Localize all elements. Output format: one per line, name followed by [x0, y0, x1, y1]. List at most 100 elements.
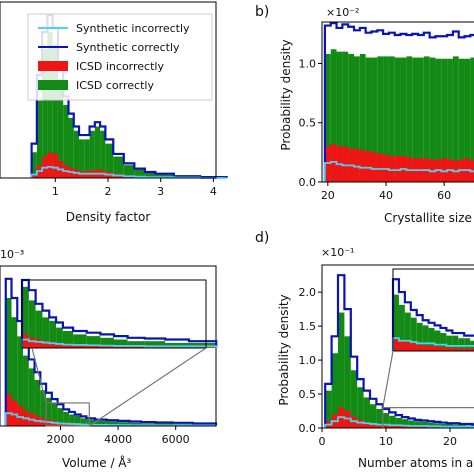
panel-b-x-tick-label: 20 — [321, 189, 335, 202]
panel-d-bar-icsd-incorrectly — [370, 423, 377, 428]
panel-c-inset-bar-icsd-incorrectly — [86, 345, 101, 348]
panel-d-inset-border — [392, 268, 474, 352]
panel-d-bar-icsd-correctly — [370, 404, 377, 428]
panel-c-inset-bar-icsd-incorrectly — [42, 341, 50, 348]
panel-c-zoom-connector — [88, 347, 207, 427]
panel-b-bar-icsd-correctly — [441, 58, 448, 183]
panel-d-bar-icsd-incorrectly — [350, 416, 358, 428]
panel-a-bar-icsd-correctly — [100, 130, 106, 178]
panel-c-bar-icsd-correctly — [23, 355, 29, 426]
panel-c-zoom-connector — [31, 347, 47, 404]
panel-a-x-tick-label: 2 — [105, 185, 112, 198]
panel-a-bar-icsd-correctly — [63, 105, 69, 178]
panel-c-bar-icsd-correctly — [17, 336, 24, 426]
panel-b-x-tick-label: 40 — [379, 189, 393, 202]
panel-a-x-tick-label: 1 — [52, 185, 59, 198]
panel-d-inset-bar-icsd-incorrectly — [398, 340, 405, 351]
panel-c-inset-bar-icsd-correctly — [28, 300, 36, 348]
panel-b-bar-icsd-incorrectly — [342, 146, 349, 182]
panel-c-inset-bar-icsd-correctly — [86, 336, 101, 348]
panel-d-inset-bar-icsd-correctly — [416, 322, 423, 351]
panel-b-bar-icsd-correctly — [336, 51, 343, 182]
panel-d-bar-icsd-correctly — [357, 387, 364, 428]
panel-d: d) ×10⁻¹ Probability density 0 10 20 0.0 0.5… — [255, 230, 474, 470]
legend-label: ICSD correctly — [76, 79, 154, 92]
panel-b-bar-icsd-correctly — [388, 56, 395, 182]
panel-b-bar-icsd-incorrectly — [371, 152, 378, 182]
panel-d-bar-icsd-incorrectly — [408, 426, 415, 428]
panel-b-bar-icsd-correctly — [348, 54, 354, 182]
panel-b-bar-icsd-correctly — [324, 54, 331, 182]
panel-a-bar-icsd-correctly — [134, 169, 145, 178]
panel-d-bar-icsd-correctly — [402, 419, 409, 428]
panel-d-inset-bar-icsd-incorrectly — [440, 347, 447, 351]
panel-d-x-tick-label: 0 — [319, 435, 326, 448]
panel-d-bar-icsd-incorrectly — [382, 424, 390, 428]
panel-d-bar-icsd-incorrectly — [357, 419, 364, 428]
panel-c-inset-bar-icsd-correctly — [56, 327, 63, 348]
panel-c-bar-icsd-correctly — [86, 419, 96, 426]
panel-c-bar-icsd-incorrectly — [11, 400, 18, 426]
panel-d-inset-bar-icsd-correctly — [393, 294, 399, 351]
panel-c-inset-bar-icsd-correctly — [114, 339, 128, 348]
panel-d-bar-icsd-incorrectly — [402, 425, 409, 428]
panel-d-inset-bar-icsd-correctly — [446, 335, 453, 351]
panel-d-inset-bar-icsd-incorrectly — [464, 348, 471, 351]
panel-a: 1 2 3 4 Density factor Synthetic incorrectl… — [0, 1, 228, 224]
panel-c-bar-icsd-correctly — [40, 390, 47, 426]
panel-b-bar-icsd-incorrectly — [388, 155, 395, 182]
panel-d-bar-icsd-incorrectly — [395, 425, 402, 428]
panel-c-bar-icsd-incorrectly — [17, 405, 24, 426]
panel-d-bar-icsd-correctly — [338, 312, 345, 428]
panel-d-bar-icsd-correctly — [427, 422, 434, 428]
panel-d-step-synthetic-incorrectly — [324, 416, 474, 428]
panel-a-bar-icsd-incorrectly — [31, 173, 37, 178]
panel-c: 10⁻³ 2000 4000 6000 Volume / Å³ — [0, 248, 218, 470]
panel-c-inset-step-synthetic-incorrectly — [21, 338, 218, 348]
legend-swatch-icsd-correctly — [38, 80, 68, 90]
panel-c-bar-icsd-correctly — [34, 379, 41, 426]
panel-d-inset-bar-icsd-incorrectly — [422, 345, 429, 351]
panel-b-bar-icsd-correctly — [418, 57, 424, 182]
panel-d-inset-bar-icsd-incorrectly — [470, 348, 474, 351]
panel-b-bar-icsd-correctly — [394, 57, 401, 182]
panel-d-multiplier: ×10⁻¹ — [321, 246, 354, 259]
panel-b-y-tick-label: 0.5 — [299, 117, 317, 130]
panel-c-xlabel: Volume / Å³ — [62, 455, 132, 470]
panel-c-bar-icsd-correctly — [95, 420, 107, 426]
panel-d-inset-bar-icsd-incorrectly — [446, 347, 453, 351]
panel-c-bar-icsd-correctly — [106, 421, 119, 426]
panel-c-bar-icsd-correctly — [28, 368, 35, 426]
panel-b-bar-icsd-incorrectly — [441, 158, 448, 182]
panel-c-inset-bar-icsd-incorrectly — [165, 346, 189, 348]
panel-c-inset-bar-icsd-incorrectly — [188, 346, 217, 348]
panel-a-bar-icsd-correctly — [47, 32, 53, 178]
panel-d-x-tick-label: 20 — [443, 435, 457, 448]
panel-label-b: b) — [255, 4, 269, 20]
panel-c-inset-bar-icsd-incorrectly — [100, 345, 114, 348]
panel-c-bar-icsd-correctly — [118, 422, 130, 426]
panel-c-inset-bar-icsd-incorrectly — [28, 337, 36, 348]
panel-d-inset-bar-icsd-incorrectly — [416, 344, 423, 351]
panel-b-bar-icsd-incorrectly — [365, 151, 372, 182]
panel-b-bar-icsd-correctly — [342, 51, 349, 182]
panel-d-frame — [321, 264, 474, 429]
panel-d-bar-icsd-incorrectly — [414, 426, 422, 428]
panel-b-y-tick-label: 1.0 — [299, 57, 317, 70]
panel-d-inset-bar-icsd-correctly — [434, 330, 441, 351]
panel-b-bar-icsd-correctly — [470, 57, 474, 182]
panel-c-inset-bar-icsd-correctly — [22, 286, 29, 348]
panel-a-x-tick-label: 4 — [210, 185, 217, 198]
panel-c-x-ticks: 2000 4000 6000 — [46, 426, 190, 446]
panel-d-inset-step-synthetic-incorrectly — [392, 337, 474, 351]
panel-d-ylabel: Probability density — [277, 294, 291, 405]
panel-a-bar-icsd-correctly — [84, 139, 90, 178]
panel-c-inset-bar-icsd-incorrectly — [56, 342, 63, 348]
panel-b-bar-icsd-correctly — [377, 56, 384, 182]
panel-d-y-tick-label: 0.0 — [299, 422, 317, 435]
panel-d-bar-icsd-correctly — [376, 408, 383, 428]
panel-a-bar-icsd-correctly — [68, 117, 74, 178]
panel-d-bar-icsd-incorrectly — [363, 421, 370, 428]
panel-d-inset-bar-icsd-incorrectly — [458, 348, 465, 351]
panel-d-inset-bar-icsd-incorrectly — [393, 338, 399, 351]
